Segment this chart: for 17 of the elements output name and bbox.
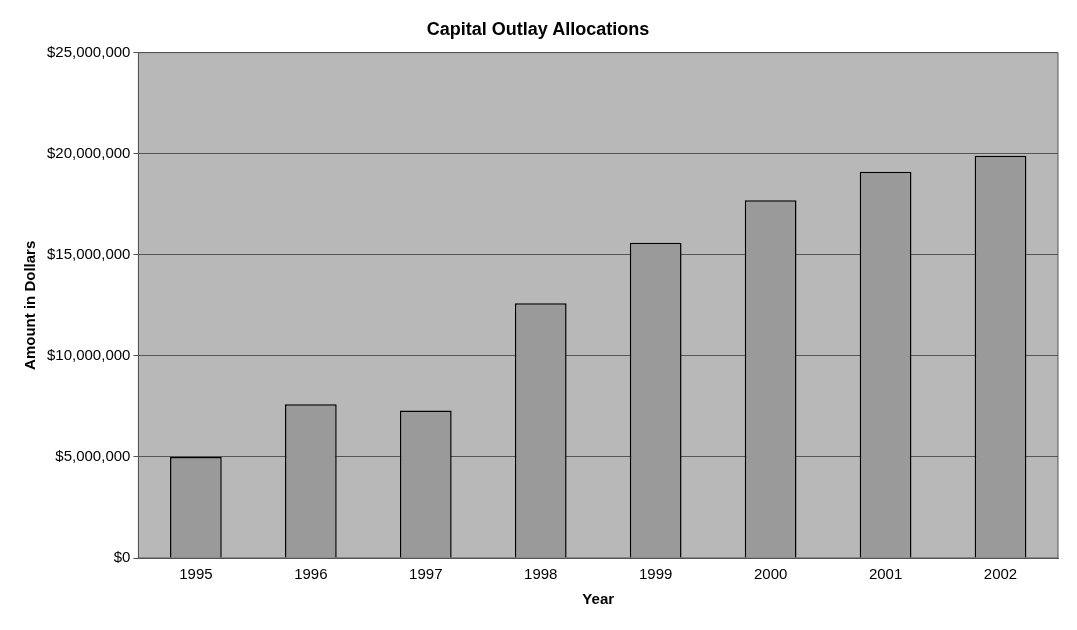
y-axis-title: Amount in Dollars: [21, 240, 39, 370]
chart-title: Capital Outlay Allocations: [426, 18, 650, 39]
x-tick-label: 2002: [983, 565, 1018, 583]
x-tick-label: 1997: [409, 565, 443, 583]
x-tick-label: 2000: [753, 565, 788, 583]
y-tick-label: $0: [113, 548, 131, 566]
y-tick-label: $5,000,000: [55, 447, 131, 465]
x-axis-title: Year: [582, 590, 615, 608]
x-tick-label: 1995: [179, 565, 213, 583]
x-tick-label: 1996: [294, 565, 328, 583]
x-tick-label: 1999: [638, 565, 673, 583]
x-tick-label: 2001: [868, 565, 903, 583]
y-tick-label: $25,000,000: [46, 42, 131, 60]
y-tick-label: $20,000,000: [46, 143, 131, 161]
x-tick-label: 1998: [524, 565, 558, 583]
y-tick-label: $15,000,000: [46, 244, 131, 262]
y-tick-label: $10,000,000: [46, 345, 131, 363]
